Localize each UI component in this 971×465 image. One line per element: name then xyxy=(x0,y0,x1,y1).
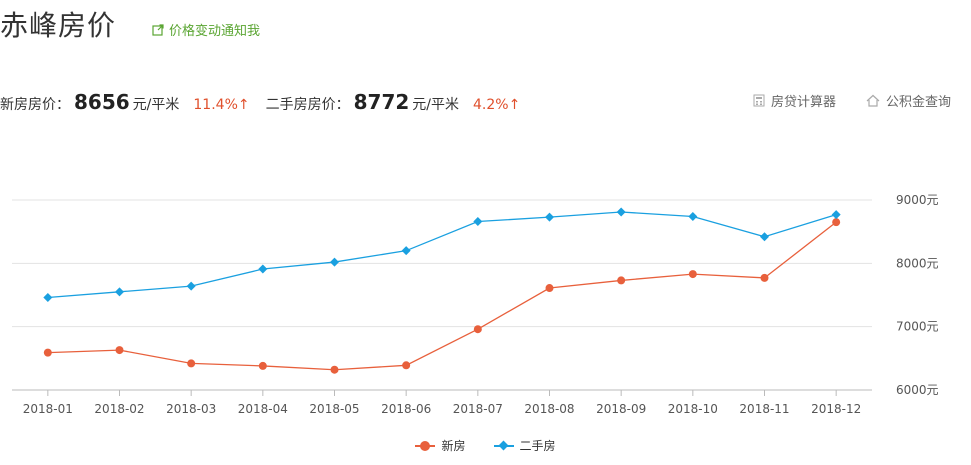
second-data-point xyxy=(43,293,53,303)
new-data-point xyxy=(402,361,411,370)
second-data-point xyxy=(760,232,769,242)
second-data-point xyxy=(831,210,841,220)
new-series-swatch xyxy=(415,440,436,451)
new-data-point xyxy=(115,346,124,355)
calculator-icon xyxy=(753,94,765,107)
second-data-point xyxy=(401,246,411,256)
y-tick-label: 9000元 xyxy=(896,193,939,207)
x-tick-label: 2018-01 xyxy=(23,402,73,416)
new-data-point xyxy=(43,348,52,357)
new-data-point xyxy=(617,276,626,285)
legend-item-new[interactable]: 新房 xyxy=(415,437,466,454)
second-price-label: 二手房房价： xyxy=(265,97,350,113)
second-data-point xyxy=(330,257,339,267)
x-tick-label: 2018-11 xyxy=(739,402,789,416)
price-trend-chart: 6000元 7000元 8000元 9000元 2018-01 2018-02 2018-0… xyxy=(12,193,939,416)
x-tick-label: 2018-12 xyxy=(811,402,861,416)
new-series-line xyxy=(47,221,837,371)
second-data-point xyxy=(473,217,483,227)
loan-calculator-link[interactable]: 房贷计算器 xyxy=(753,91,836,110)
housing-fund-label: 公积金查询 xyxy=(885,95,951,110)
price-summary: 新房房价： 8656 元/平米 11.4%↑ 二手房房价： 8772 元/平米 … xyxy=(0,90,536,114)
y-tick-label: 6000元 xyxy=(896,383,939,397)
legend-item-second[interactable]: 二手房 xyxy=(493,437,556,454)
legend-label-second: 二手房 xyxy=(519,439,556,453)
new-data-point xyxy=(760,273,769,282)
x-tick-label: 2018-04 xyxy=(238,402,288,416)
new-price-change: 11.4%↑ xyxy=(193,97,250,113)
new-data-point xyxy=(258,361,267,370)
x-tick-label: 2018-07 xyxy=(453,402,503,416)
y-tick-label: 8000元 xyxy=(896,256,939,270)
new-price-value: 8656 xyxy=(74,90,130,114)
new-data-point xyxy=(688,270,697,279)
legend-label-new: 新房 xyxy=(441,439,466,453)
loan-calculator-label: 房贷计算器 xyxy=(770,95,836,110)
new-data-point xyxy=(330,365,339,374)
second-data-point xyxy=(545,212,554,222)
new-data-point xyxy=(832,218,841,227)
second-price-unit: 元/平米 xyxy=(412,97,459,113)
new-data-point xyxy=(473,325,482,334)
new-price-unit: 元/平米 xyxy=(132,97,180,113)
second-data-point xyxy=(258,264,268,274)
x-tick-label: 2018-09 xyxy=(596,402,646,416)
new-data-point xyxy=(187,359,196,368)
x-tick-label: 2018-05 xyxy=(309,402,359,416)
y-tick-label: 7000元 xyxy=(896,320,939,334)
page-title: 赤峰房价 xyxy=(0,9,117,42)
x-tick-label: 2018-03 xyxy=(166,402,216,416)
x-tick-label: 2018-10 xyxy=(668,402,718,416)
x-tick-label: 2018-06 xyxy=(381,402,431,416)
notify-label: 价格变动通知我 xyxy=(169,24,261,39)
x-tick-label: 2018-08 xyxy=(524,402,574,416)
second-data-point xyxy=(115,287,124,297)
second-data-point xyxy=(688,211,698,221)
second-series-line xyxy=(47,211,837,299)
external-link-icon xyxy=(152,23,164,36)
price-change-notify-link[interactable]: 价格变动通知我 xyxy=(152,20,260,39)
house-icon xyxy=(866,94,880,107)
new-data-point xyxy=(545,284,554,293)
second-series-swatch xyxy=(493,440,514,451)
second-price-value: 8772 xyxy=(353,90,410,114)
housing-fund-link[interactable]: 公积金查询 xyxy=(866,91,951,110)
chart-legend: 新房 二手房 xyxy=(0,437,971,454)
x-tick-label: 2018-02 xyxy=(94,402,144,416)
tool-links: 房贷计算器 公积金查询 xyxy=(723,91,951,110)
new-price-label: 新房房价： xyxy=(0,97,70,113)
second-data-point xyxy=(616,207,626,217)
second-data-point xyxy=(186,281,196,291)
second-price-change: 4.2%↑ xyxy=(473,97,521,113)
